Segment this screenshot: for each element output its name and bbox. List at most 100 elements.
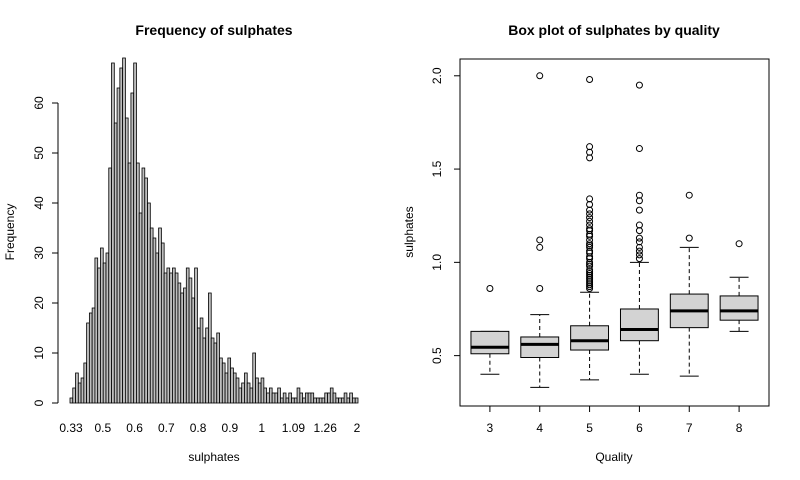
histogram-x-tick-label: 0.33: [59, 421, 83, 435]
histogram-bar: [310, 392, 315, 404]
histogram-bar: [136, 162, 140, 404]
histogram-y-tick-label: 20: [32, 296, 46, 310]
boxplot-outlier: [635, 191, 643, 199]
histogram-bar: [122, 57, 126, 404]
histogram-bar: [108, 167, 112, 404]
histogram-bar: [191, 297, 196, 404]
histogram-bar: [349, 392, 353, 404]
histogram-bar: [293, 397, 298, 404]
boxplot-outlier: [735, 240, 743, 248]
histogram-y-tick-label: 30: [32, 246, 46, 260]
histogram-bar: [327, 392, 331, 404]
histogram-bar: [307, 392, 312, 404]
histogram-x-tick-label: 0.8: [190, 421, 207, 435]
histogram-bar: [94, 257, 99, 404]
boxplot-outlier: [586, 143, 594, 151]
histogram-bar: [210, 337, 215, 404]
histogram-bar: [130, 92, 135, 404]
histogram-x-tick-label: 0.5: [94, 421, 111, 435]
histogram-bar: [205, 327, 209, 404]
boxplot-outlier: [586, 76, 594, 84]
boxplot-outlier: [635, 221, 643, 229]
histogram-y-tick-label: 60: [32, 96, 46, 110]
boxplot-x-tick-label: 6: [636, 421, 643, 435]
boxplot-outlier: [586, 270, 594, 278]
boxplot-outlier: [586, 240, 594, 248]
histogram-bars: [69, 57, 359, 404]
histogram-bar: [277, 387, 281, 404]
boxplot-x-axis: 3 4 5 6 7 8: [487, 406, 743, 435]
histogram-x-label: sulphates: [188, 450, 239, 464]
histogram-bar: [329, 387, 334, 404]
boxplot-outlier: [685, 191, 693, 199]
histogram-bar: [257, 382, 262, 404]
histogram-bar: [249, 387, 254, 404]
histogram-bar: [291, 397, 295, 404]
boxplot-y-tick-label: 2.0: [430, 67, 444, 84]
boxplot-group: [669, 191, 709, 377]
histogram-bar: [238, 387, 243, 404]
histogram-x-axis: 0.33 0.5 0.6 0.7 0.8 0.9 1 1.09 1.26 2: [59, 421, 360, 435]
histogram-x-tick-label: 0.7: [158, 421, 175, 435]
boxplot-x-tick-label: 7: [686, 421, 693, 435]
boxplot-outlier: [536, 243, 544, 251]
boxplot-title: Box plot of sulphates by quality: [508, 22, 720, 38]
boxplot-outlier: [586, 262, 594, 270]
histogram-x-tick-label: 1: [258, 421, 265, 435]
histogram-bar: [302, 397, 306, 404]
histogram-bar: [266, 392, 270, 404]
boxplot-box: [570, 325, 610, 351]
histogram-y-tick-label: 0: [32, 399, 46, 406]
boxplot-outlier: [536, 72, 544, 80]
histogram-bar: [274, 392, 279, 404]
histogram-bar: [174, 272, 179, 404]
boxplot-box: [520, 336, 560, 358]
histogram-bar: [224, 372, 229, 404]
histogram-bar: [105, 252, 110, 404]
histogram-bar: [133, 62, 137, 404]
boxplot-outlier: [635, 81, 643, 89]
boxplot-outlier: [586, 210, 594, 218]
boxplot-group: [570, 76, 610, 381]
histogram-bar: [340, 397, 345, 404]
histogram-bar: [188, 277, 193, 404]
histogram-y-label: Frequency: [3, 204, 17, 261]
boxplot-y-tick-label: 1.0: [430, 254, 444, 271]
histogram-bar: [152, 237, 157, 404]
histogram-bar: [230, 367, 234, 404]
boxplot-box: [619, 308, 659, 342]
histogram-bar: [318, 397, 323, 404]
histogram-bar: [100, 247, 104, 404]
histogram-bar: [313, 397, 317, 404]
histogram-bar: [88, 312, 93, 404]
histogram-bar: [263, 387, 268, 404]
boxplot-y-tick-label: 1.5: [430, 160, 444, 177]
histogram-title: Frequency of sulphates: [135, 22, 292, 38]
histogram-bar: [296, 387, 301, 404]
histogram-bar: [155, 252, 160, 404]
histogram-bar: [324, 392, 328, 404]
histogram-bar: [241, 382, 245, 404]
histogram-bar: [147, 202, 151, 404]
histogram-y-axis: 0 10 20 30 40 50 60: [32, 96, 59, 406]
boxplot-box: [719, 295, 759, 321]
histogram-bar: [280, 397, 284, 404]
histogram-bar: [282, 392, 287, 404]
histogram-x-tick-label: 2: [354, 421, 361, 435]
histogram-bar: [97, 267, 101, 404]
histogram-bar: [111, 62, 115, 404]
histogram-bar: [119, 67, 124, 404]
histogram-chart: Frequency of sulphates sulphates Frequen…: [3, 22, 361, 464]
boxplot-group: [470, 284, 510, 375]
boxplot-outlier: [635, 206, 643, 214]
histogram-bar: [180, 292, 184, 404]
histogram-bar: [208, 292, 212, 404]
histogram-bar: [83, 362, 88, 404]
histogram-bar: [185, 267, 190, 404]
histogram-bar: [138, 212, 143, 404]
boxplot-outlier: [586, 195, 594, 203]
histogram-bar: [80, 377, 85, 404]
boxplot-box: [470, 330, 510, 355]
histogram-bar: [102, 262, 107, 404]
boxplot-chart: Box plot of sulphates by quality Quality…: [402, 22, 770, 464]
